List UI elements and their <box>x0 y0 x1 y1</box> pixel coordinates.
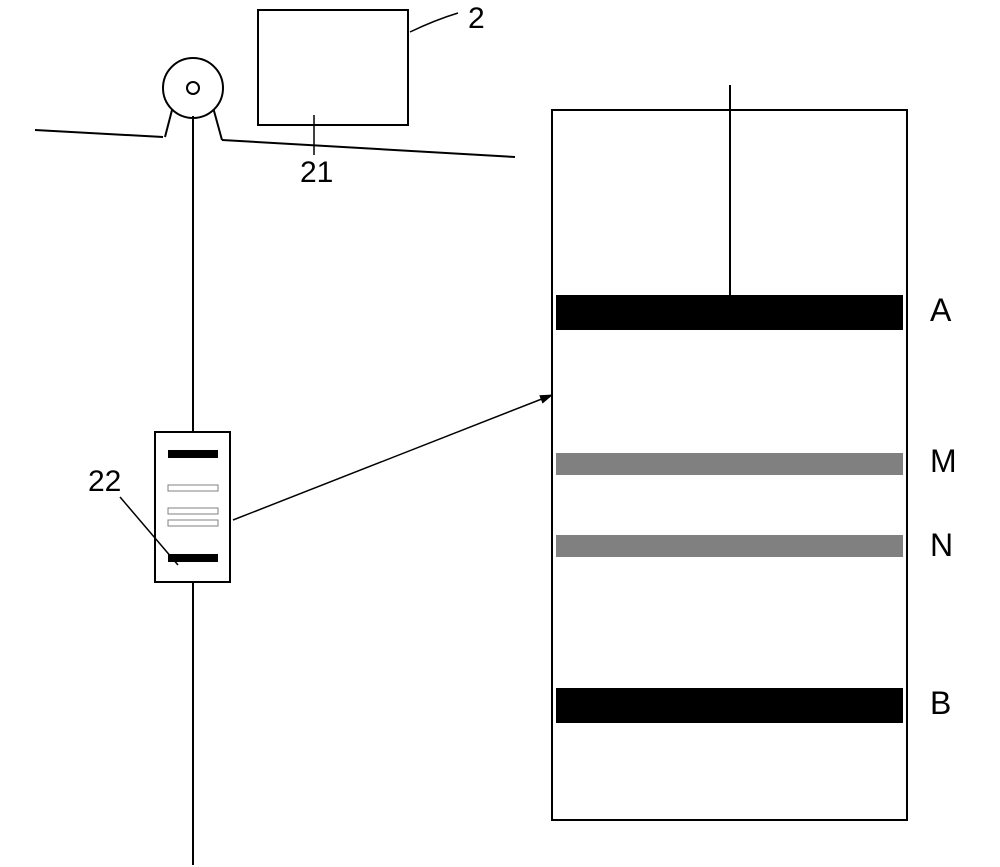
detail-arrow <box>233 395 552 520</box>
probe-electrode-a <box>168 450 218 458</box>
probe-electrode-mid <box>168 508 218 514</box>
probe-electrode-m <box>168 485 218 491</box>
probe-electrode-n <box>168 520 218 526</box>
detail-electrode-n <box>556 535 903 557</box>
label-B: B <box>930 685 951 722</box>
detail-electrode-m <box>556 453 903 475</box>
label-N: N <box>930 527 953 564</box>
ground-line-right <box>222 140 515 157</box>
winch-box <box>258 10 408 125</box>
label-22: 22 <box>88 465 121 499</box>
label-M: M <box>930 443 957 480</box>
probe-electrode-b <box>168 554 218 562</box>
detail-electrode-b <box>556 688 903 723</box>
leader-2 <box>410 13 458 32</box>
detail-electrode-a <box>556 295 903 330</box>
label-21: 21 <box>300 156 333 190</box>
ground-line-left <box>35 130 163 137</box>
label-2: 2 <box>468 2 485 36</box>
pulley-axle <box>187 82 199 94</box>
label-A: A <box>930 292 951 329</box>
